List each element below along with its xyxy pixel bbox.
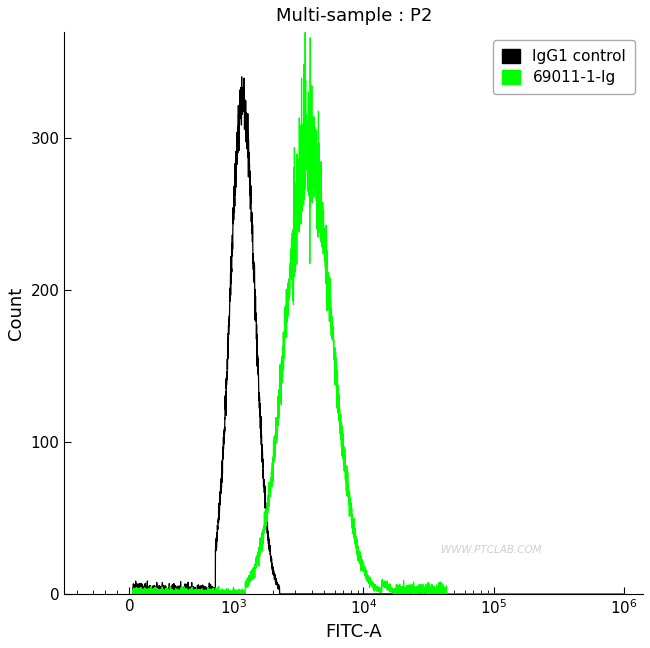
Y-axis label: Count: Count: [7, 286, 25, 340]
Line: IgG1 control: IgG1 control: [133, 77, 623, 594]
Line: 69011-1-Ig: 69011-1-Ig: [133, 32, 623, 594]
Legend: IgG1 control, 69011-1-Ig: IgG1 control, 69011-1-Ig: [493, 40, 636, 94]
IgG1 control: [619, 590, 627, 598]
IgG1 control: [170, 586, 178, 594]
69011-1-Ig: [174, 588, 181, 596]
X-axis label: FITC-A: FITC-A: [326, 623, 382, 641]
69011-1-Ig: [301, 29, 309, 36]
IgG1 control: [238, 73, 246, 81]
Title: Multi-sample : P2: Multi-sample : P2: [276, 7, 432, 25]
IgG1 control: [297, 590, 305, 598]
Text: WWW.PTCLAB.COM: WWW.PTCLAB.COM: [441, 544, 541, 555]
IgG1 control: [255, 397, 263, 404]
69011-1-Ig: [619, 590, 627, 598]
IgG1 control: [615, 590, 623, 598]
69011-1-Ig: [177, 590, 185, 597]
69011-1-Ig: [443, 590, 450, 598]
IgG1 control: [276, 590, 283, 598]
IgG1 control: [177, 589, 185, 597]
69011-1-Ig: [255, 546, 263, 553]
IgG1 control: [174, 583, 181, 590]
69011-1-Ig: [129, 590, 137, 597]
69011-1-Ig: [296, 178, 304, 186]
IgG1 control: [129, 586, 137, 594]
69011-1-Ig: [615, 590, 623, 598]
69011-1-Ig: [170, 590, 178, 597]
